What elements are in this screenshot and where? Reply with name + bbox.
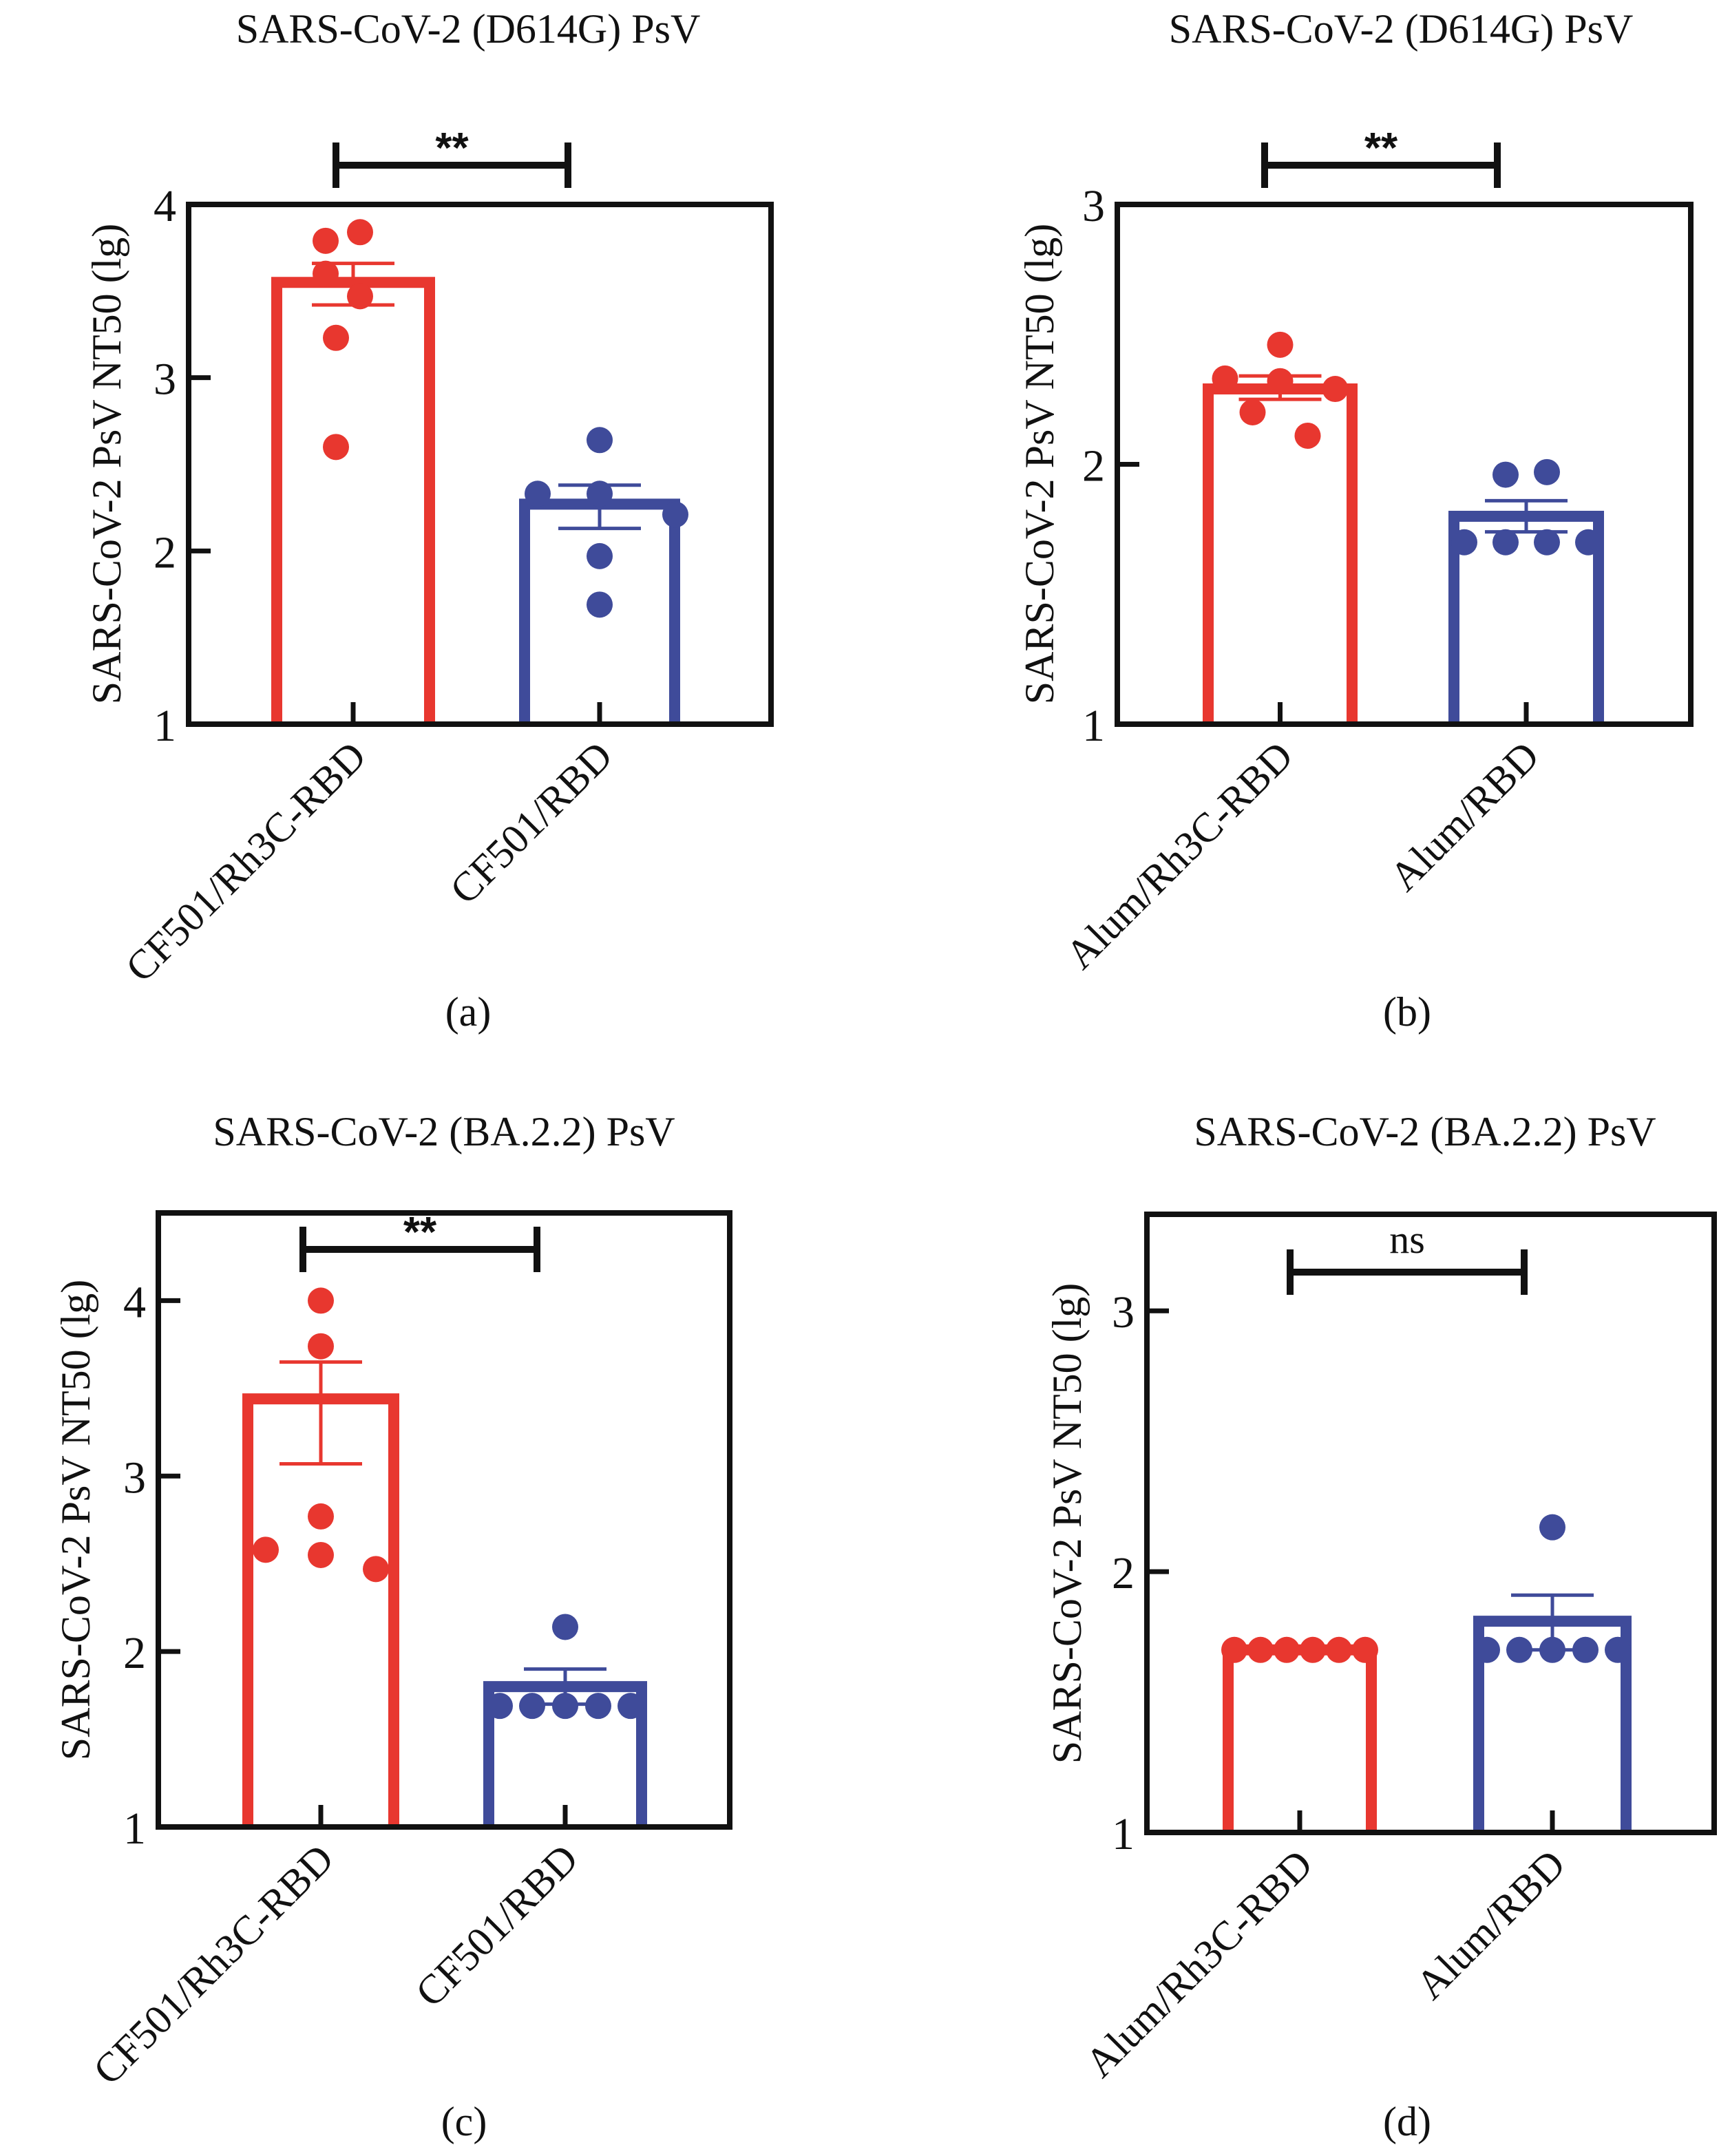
y-tick-label: 3 [154,355,176,405]
y-tick-label: 3 [123,1452,146,1503]
y-tick-label: 1 [154,701,176,751]
axes-frame [186,202,774,727]
x-tick-label: Alum/Rh3C-RBD [1077,1841,1321,2086]
data-point [587,542,613,569]
data-point [519,1693,545,1720]
data-point [1492,529,1519,556]
panel-d-ylabel: SARS-CoV-2 PsV NT50 (lg) [1044,1283,1090,1764]
data-point [487,1693,513,1720]
data-point [1605,1636,1631,1663]
panel-d: SARS-CoV-2 (BA.2.2) PsV (d) SARS-CoV-2 P… [1044,1109,1717,2144]
panel-a-title: SARS-CoV-2 (D614G) PsV [236,6,701,52]
data-point [1274,1636,1300,1663]
data-point [323,434,349,461]
x-tick-label: Alum/RBD [1381,733,1548,900]
bar-1 [1223,1644,1377,1832]
data-point [618,1693,644,1720]
y-tick-label: 1 [1082,701,1105,751]
y-tick-label: 3 [1082,181,1105,231]
y-tick-label: 4 [154,181,176,231]
axes-frame [156,1210,732,1830]
y-tick-label: 2 [123,1628,146,1678]
bar-1 [1203,383,1358,724]
y-tick-label: 2 [1112,1548,1135,1598]
data-point [1326,1636,1352,1663]
panel-a-ylabel: SARS-CoV-2 PsV NT50 (lg) [84,224,129,704]
x-tick-label: Alum/RBD [1407,1841,1574,2008]
panel-a: SARS-CoV-2 (D614G) PsV (a) SARS-CoV-2 Ps… [84,6,774,1035]
data-point [308,1287,334,1314]
data-point [1474,1636,1500,1663]
data-point [1352,1636,1378,1663]
data-point [1212,365,1238,392]
significance-label: ** [435,125,469,172]
data-point [662,501,688,528]
data-point [1294,422,1321,449]
data-point [1247,1636,1274,1663]
data-point [587,427,613,454]
panel-b-title: SARS-CoV-2 (D614G) PsV [1169,6,1634,52]
panel-c-title: SARS-CoV-2 (BA.2.2) PsV [213,1109,675,1154]
significance-label: ** [403,1209,437,1256]
data-point [1267,331,1294,358]
data-point [313,260,339,287]
significance-label: ns [1389,1217,1425,1262]
data-point [1322,376,1349,403]
data-point [1575,529,1601,556]
data-point [552,1693,578,1720]
significance-label: ** [1364,125,1398,172]
panel-b-caption: (b) [1383,989,1431,1035]
data-point [253,1536,279,1563]
data-point [347,219,373,246]
y-tick-label: 3 [1112,1287,1135,1338]
bar-1 [271,277,435,724]
axes-frame [1144,1212,1717,1835]
panel-a-caption: (a) [445,989,492,1035]
panel-c: SARS-CoV-2 (BA.2.2) PsV (c) SARS-CoV-2 P… [53,1109,732,2144]
data-point [1267,368,1294,394]
data-point [313,227,339,254]
y-tick-label: 1 [123,1804,146,1854]
data-point [1492,461,1519,488]
data-point [1572,1636,1599,1663]
data-point [363,1556,389,1583]
data-point [585,1693,611,1720]
x-tick-label: CF501/RBD [441,733,621,913]
data-point [1506,1636,1532,1663]
data-point [1539,1636,1565,1663]
panel-b: SARS-CoV-2 (D614G) PsV (b) SARS-CoV-2 Ps… [1017,6,1694,1035]
data-point [525,480,551,507]
y-tick-label: 2 [154,527,176,578]
panel-d-title: SARS-CoV-2 (BA.2.2) PsV [1194,1109,1656,1154]
y-tick-label: 4 [123,1277,146,1327]
panel-c-ylabel: SARS-CoV-2 PsV NT50 (lg) [53,1280,98,1760]
data-point [308,1333,334,1360]
x-tick-label: CF501/Rh3C-RBD [117,733,375,991]
data-point [1300,1636,1326,1663]
data-point [1239,399,1266,425]
data-point [323,324,349,351]
data-point [587,480,613,507]
y-tick-label: 2 [1082,441,1105,492]
panel-c-caption: (c) [441,2099,487,2144]
data-point [587,591,613,618]
data-point [1534,458,1560,485]
y-tick-label: 1 [1112,1809,1135,1859]
x-tick-label: CF501/RBD [407,1836,587,2016]
data-point [347,283,373,310]
data-point [308,1503,334,1530]
panel-b-ylabel: SARS-CoV-2 PsV NT50 (lg) [1017,224,1062,704]
x-tick-label: Alum/Rh3C-RBD [1057,733,1301,977]
panel-d-caption: (d) [1383,2099,1431,2144]
data-point [1221,1636,1247,1663]
data-point [552,1614,578,1640]
x-tick-label: CF501/Rh3C-RBD [85,1836,342,2093]
data-point [1539,1514,1565,1541]
data-point [1451,529,1477,556]
data-point [1534,529,1560,556]
data-point [308,1541,334,1568]
